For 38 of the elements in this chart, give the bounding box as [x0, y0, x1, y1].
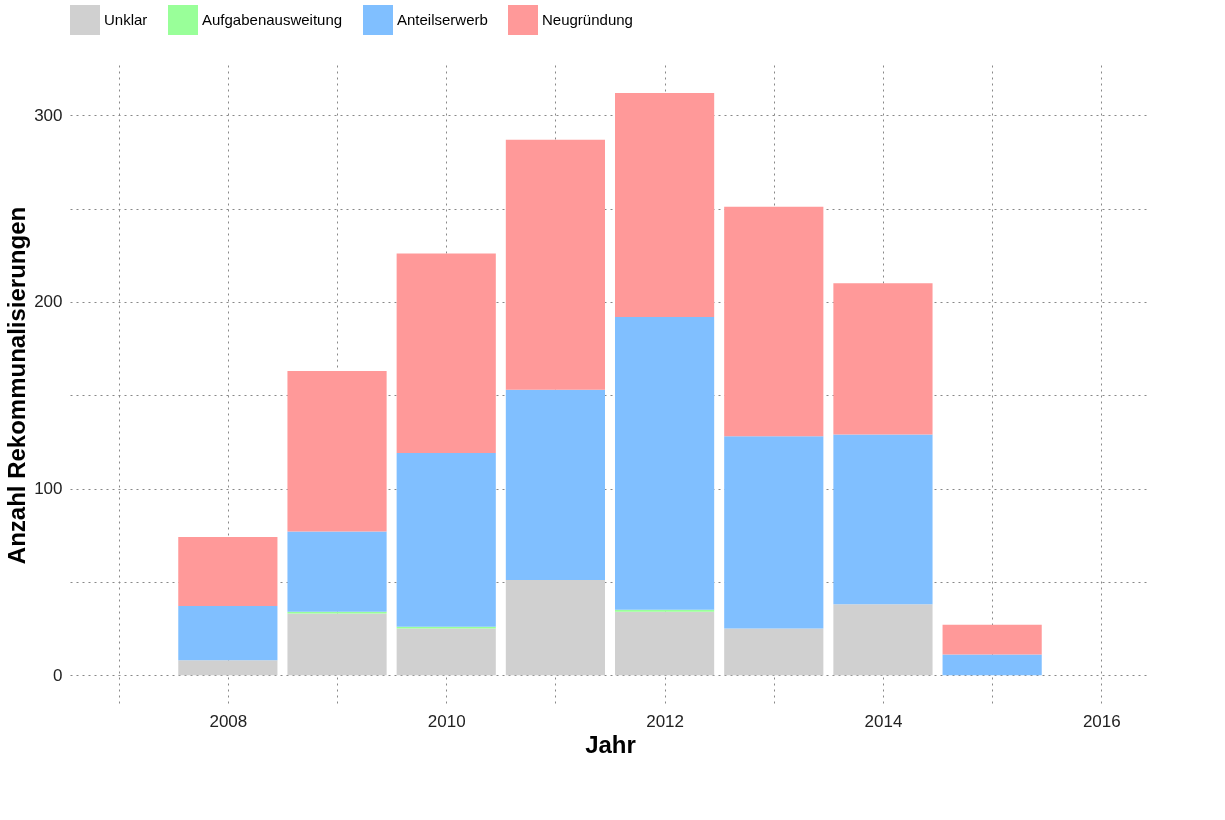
- bar: [287, 371, 387, 532]
- y-tick-label: 0: [53, 665, 63, 685]
- bar: [505, 139, 605, 390]
- bar: [724, 436, 824, 629]
- bar: [833, 434, 933, 605]
- bar: [287, 613, 387, 676]
- x-tick-label: 2012: [646, 711, 685, 731]
- bar: [178, 606, 278, 661]
- bar: [396, 628, 496, 676]
- bar: [396, 253, 496, 454]
- bar: [724, 206, 824, 437]
- bar: [178, 660, 278, 676]
- bar: [178, 537, 278, 607]
- bar: [615, 92, 715, 317]
- bar: [833, 604, 933, 676]
- x-tick-label: 2010: [427, 711, 466, 731]
- bar: [505, 389, 605, 580]
- bar: [942, 654, 1042, 676]
- y-axis-title: Anzahl Rekommunalisierungen: [3, 206, 31, 565]
- x-tick-label: 2016: [1082, 711, 1121, 731]
- x-axis-title: Jahr: [585, 730, 636, 758]
- y-tick-label: 100: [34, 479, 63, 499]
- bar: [724, 628, 824, 676]
- y-tick-label: 300: [34, 105, 63, 125]
- bar: [505, 579, 605, 676]
- bar: [287, 531, 387, 612]
- legend-label: Unklar: [104, 11, 148, 28]
- y-tick-label: 200: [34, 292, 63, 312]
- bar: [833, 283, 933, 435]
- x-tick-label: 2008: [209, 711, 248, 731]
- bar: [615, 316, 715, 610]
- legend-label: Neugründung: [542, 11, 633, 28]
- x-tick-label: 2014: [864, 711, 903, 731]
- bar: [615, 611, 715, 676]
- legend-label: Anteilserwerb: [397, 11, 488, 28]
- legend-label: Aufgabenausweitung: [202, 11, 343, 28]
- bar: [942, 624, 1042, 655]
- bar: [396, 453, 496, 627]
